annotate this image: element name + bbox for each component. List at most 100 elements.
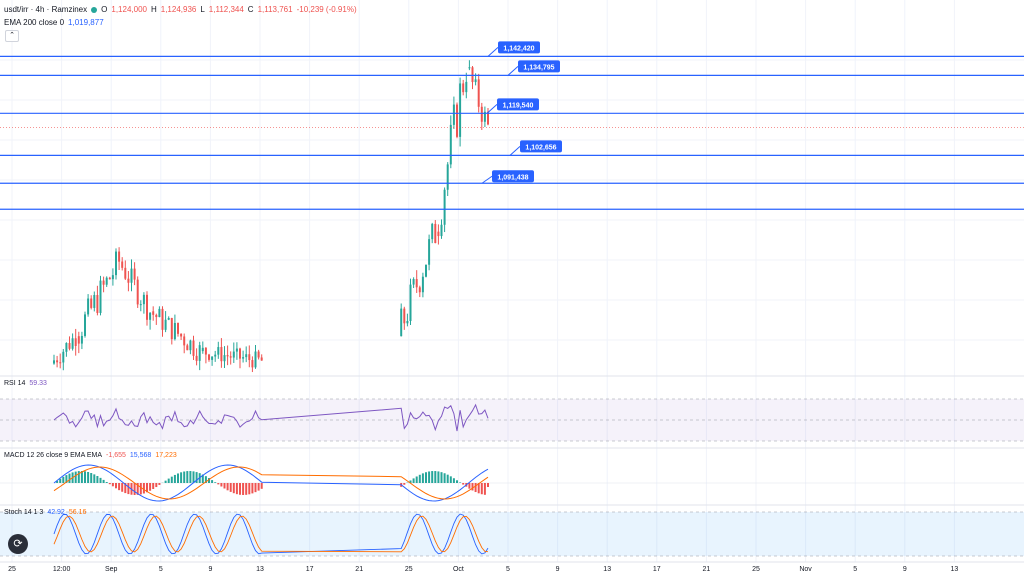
ema-label: EMA 200 close 0 [4, 18, 65, 27]
macd-histogram-bar [480, 483, 483, 495]
macd-histogram-bar [149, 483, 152, 491]
macd-histogram-bar [183, 471, 186, 483]
candle-body [195, 355, 198, 361]
candle-body [477, 79, 480, 107]
rsi-legend[interactable]: RSI 14 59.33 [4, 380, 47, 387]
level-callout-leader [507, 65, 519, 76]
candle-body [400, 308, 403, 337]
candle-body [93, 295, 96, 308]
level-label: 1,119,540 [503, 102, 534, 109]
macd-histogram-bar [118, 483, 121, 491]
macd-signal-value: 17,223 [155, 452, 177, 459]
macd-histogram-bar [248, 483, 251, 495]
macd-histogram-bar [409, 480, 412, 483]
stoch-legend[interactable]: Stoch 14 1 3 42.92 56.16 [4, 509, 86, 516]
macd-histogram-bar [90, 473, 93, 483]
macd-histogram-bar [93, 474, 96, 483]
close-label: C [247, 5, 254, 14]
time-tick-label: 25 [8, 566, 16, 573]
candle-body [223, 355, 226, 362]
tradingview-logo-icon[interactable]: ⟳ [8, 534, 28, 554]
candle-body [220, 347, 223, 362]
macd-histogram-bar [208, 478, 210, 483]
macd-histogram-bar [192, 471, 195, 483]
macd-legend[interactable]: MACD 12 26 close 9 EMA EMA -1,655 15,568… [4, 452, 177, 459]
macd-histogram-bar [204, 476, 207, 483]
candle-body [164, 319, 167, 330]
candle-body [260, 357, 263, 361]
macd-hist-value: -1,655 [106, 452, 126, 459]
candle-body [440, 224, 443, 237]
macd-histogram-bar [142, 483, 145, 494]
candle-body [142, 294, 145, 305]
macd-histogram-bar [431, 471, 434, 483]
candle-body [170, 317, 173, 340]
level-label: 1,091,438 [497, 174, 528, 181]
candle-body [180, 333, 183, 337]
open-label: O [101, 5, 108, 14]
candle-body [177, 322, 179, 334]
macd-histogram-bar [251, 483, 254, 494]
candle-body [139, 304, 142, 306]
candle-body [111, 275, 114, 280]
macd-histogram-bar [214, 482, 217, 483]
time-tick-label: Nov [799, 566, 812, 573]
time-tick-label: 9 [903, 566, 907, 573]
macd-histogram-bar [211, 480, 214, 483]
macd-histogram-bar [477, 483, 480, 494]
ema-value: 1,019,877 [68, 18, 104, 27]
candle-body [217, 347, 220, 355]
symbol-title[interactable]: usdt/irr · 4h · Ramzinex [4, 5, 88, 14]
candle-body [229, 356, 232, 358]
open-value: 1,124,000 [111, 5, 147, 14]
change-value: -10,239 (-0.91%) [296, 5, 357, 14]
chevron-up-icon[interactable]: ⌃ [5, 30, 19, 42]
candle-body [152, 311, 155, 315]
macd-signal-line [53, 466, 489, 500]
candle-body [251, 360, 254, 368]
time-tick-label: Sep [105, 566, 118, 573]
macd-histogram-bar [257, 483, 260, 491]
ema-legend[interactable]: EMA 200 close 0 1,019,877 [4, 18, 104, 27]
candle-body [437, 231, 440, 237]
candle-body [136, 279, 139, 305]
rsi-label: RSI 14 [4, 380, 26, 387]
candle-body [155, 314, 158, 318]
candle-body [204, 347, 207, 355]
macd-histogram-bar [62, 476, 65, 483]
macd-histogram-bar [173, 474, 176, 483]
macd-histogram-bar [77, 471, 80, 483]
rsi-value: 59.33 [29, 380, 47, 387]
candle-body [87, 298, 90, 315]
macd-histogram-bar [102, 479, 105, 483]
candle-body [77, 336, 80, 344]
macd-histogram-bar [115, 483, 117, 489]
macd-histogram-bar [74, 471, 77, 483]
macd-histogram-bar [84, 471, 86, 483]
candle-body [465, 81, 468, 93]
level-callout-leader [486, 103, 498, 114]
macd-histogram-bar [434, 471, 437, 483]
macd-histogram-bar [242, 483, 245, 495]
candle-body [56, 360, 59, 363]
macd-histogram-bar [108, 483, 111, 485]
high-label: H [150, 5, 157, 14]
time-tick-label: 25 [405, 566, 413, 573]
macd-histogram-bar [133, 483, 136, 495]
candle-body [167, 317, 170, 320]
macd-histogram-bar [474, 483, 477, 493]
candle-body [468, 67, 471, 69]
level-label: 1,134,795 [523, 64, 554, 71]
macd-histogram-bar [483, 483, 486, 495]
candle-body [425, 264, 427, 277]
macd-histogram-bar [229, 483, 232, 492]
candle-body [68, 343, 71, 349]
macd-histogram-bar [189, 471, 192, 483]
macd-histogram-bar [449, 476, 452, 483]
macd-histogram-bar [245, 483, 248, 495]
time-tick-label: 25 [752, 566, 760, 573]
macd-histogram-bar [235, 483, 238, 495]
candle-body [198, 345, 201, 361]
time-tick-label: 21 [355, 566, 363, 573]
